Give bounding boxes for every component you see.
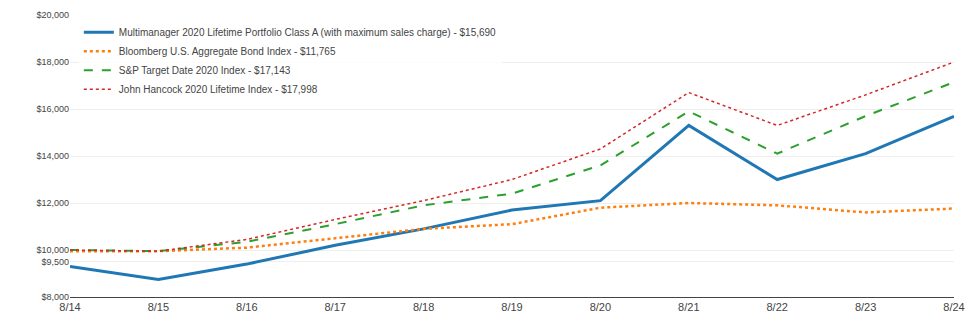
svg-text:S&P Target Date 2020 Index - $: S&P Target Date 2020 Index - $17,143	[119, 65, 291, 76]
svg-text:$14,000: $14,000	[36, 151, 69, 161]
svg-text:$8,000: $8,000	[41, 292, 69, 302]
svg-text:8/24: 8/24	[943, 301, 964, 313]
svg-text:Multimanager 2020 Lifetime Por: Multimanager 2020 Lifetime Portfolio Cla…	[119, 27, 496, 38]
svg-text:8/15: 8/15	[148, 301, 169, 313]
svg-text:8/20: 8/20	[590, 301, 611, 313]
svg-text:$10,000: $10,000	[36, 245, 69, 255]
svg-text:$16,000: $16,000	[36, 104, 69, 114]
svg-text:8/22: 8/22	[766, 301, 787, 313]
svg-text:8/17: 8/17	[324, 301, 345, 313]
svg-text:$18,000: $18,000	[36, 57, 69, 67]
svg-text:8/21: 8/21	[678, 301, 699, 313]
svg-text:$12,000: $12,000	[36, 198, 69, 208]
svg-text:8/19: 8/19	[501, 301, 522, 313]
svg-text:John Hancock 2020 Lifetime Ind: John Hancock 2020 Lifetime Index - $17,9…	[119, 84, 318, 95]
svg-text:Bloomberg U.S. Aggregate Bond: Bloomberg U.S. Aggregate Bond Index - $1…	[119, 46, 336, 57]
svg-text:$20,000: $20,000	[36, 10, 69, 20]
svg-text:8/14: 8/14	[59, 301, 80, 313]
svg-text:8/18: 8/18	[413, 301, 434, 313]
svg-text:8/16: 8/16	[236, 301, 257, 313]
svg-text:8/23: 8/23	[855, 301, 876, 313]
svg-text:$9,500: $9,500	[41, 257, 69, 267]
